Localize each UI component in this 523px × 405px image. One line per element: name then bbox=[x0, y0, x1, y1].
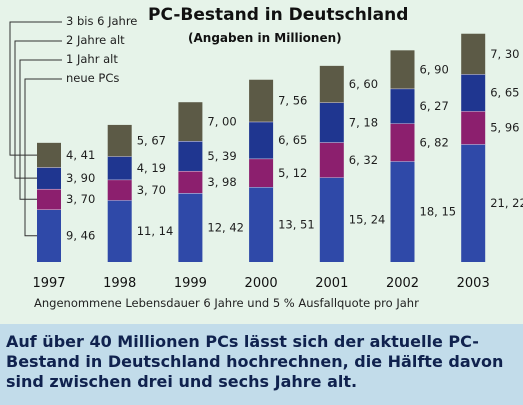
data-label: 7, 30 bbox=[490, 47, 519, 61]
x-tick-label: 2001 bbox=[315, 276, 348, 291]
data-label: 6, 65 bbox=[490, 86, 519, 100]
bar-segment-2003-1 bbox=[461, 144, 486, 262]
bar-segment-2003-4 bbox=[461, 33, 486, 75]
data-label: 4, 41 bbox=[66, 148, 95, 162]
caption-text: Auf über 40 Millionen PCs lässt sich der… bbox=[6, 332, 504, 391]
data-label: 5, 12 bbox=[278, 166, 307, 180]
chart-title: PC-Bestand in Deutschland bbox=[148, 5, 409, 25]
data-label: 6, 32 bbox=[349, 153, 378, 167]
bar-segment-2000-2 bbox=[249, 158, 274, 188]
legend-leader-line bbox=[9, 21, 62, 156]
bar-segment-2001-2 bbox=[319, 142, 344, 178]
bar-segment-2000-1 bbox=[249, 187, 274, 262]
bar-segment-2001-3 bbox=[319, 102, 344, 143]
data-label: 21, 22 bbox=[490, 196, 523, 210]
legend-leader-line bbox=[19, 59, 62, 200]
data-label: 6, 90 bbox=[420, 62, 449, 76]
bar-segment-1998-3 bbox=[107, 156, 132, 180]
data-label: 3, 90 bbox=[66, 171, 95, 185]
data-label: 12, 42 bbox=[207, 221, 244, 235]
x-tick-label: 2000 bbox=[245, 276, 278, 291]
bar-segment-1997-4 bbox=[37, 142, 61, 168]
x-tick-label: 1999 bbox=[174, 276, 207, 291]
data-label: 3, 70 bbox=[137, 183, 166, 197]
bar-segment-2002-2 bbox=[390, 123, 415, 162]
data-label: 13, 51 bbox=[278, 218, 315, 232]
bar-segment-2000-4 bbox=[249, 79, 274, 122]
bar-segment-1997-1 bbox=[37, 209, 61, 262]
data-label: 15, 24 bbox=[349, 213, 386, 227]
data-label: 4, 19 bbox=[137, 161, 166, 175]
legend-label-1-jahr-alt: 1 Jahr alt bbox=[66, 52, 118, 66]
data-label: 6, 60 bbox=[349, 77, 378, 91]
bar-segment-2002-3 bbox=[390, 88, 415, 124]
bar-segment-1999-1 bbox=[178, 193, 203, 262]
data-label: 7, 56 bbox=[278, 94, 307, 108]
data-label: 9, 46 bbox=[66, 229, 95, 243]
data-label: 18, 15 bbox=[420, 205, 457, 219]
legend-label-neue-pcs: neue PCs bbox=[66, 71, 120, 85]
legend-leader-line bbox=[24, 78, 62, 237]
x-tick-label: 2002 bbox=[386, 276, 419, 291]
legend-label-3-bis-6-jahre: 3 bis 6 Jahre bbox=[66, 14, 138, 28]
bar-segment-2003-3 bbox=[461, 74, 486, 112]
bar-segment-1997-2 bbox=[37, 188, 61, 210]
data-label: 6, 82 bbox=[420, 135, 449, 149]
chart-subtitle: (Angaben in Millionen) bbox=[188, 31, 342, 45]
data-label: 6, 65 bbox=[278, 133, 307, 147]
data-label: 6, 27 bbox=[420, 99, 449, 113]
bar-segment-1998-1 bbox=[107, 200, 132, 262]
data-label: 3, 98 bbox=[207, 175, 236, 189]
data-label: 11, 14 bbox=[137, 224, 174, 238]
bar-segment-2000-3 bbox=[249, 121, 274, 159]
legend-leader-line bbox=[14, 40, 62, 179]
bar-segment-1999-4 bbox=[178, 102, 203, 142]
bar-segment-1999-3 bbox=[178, 141, 203, 171]
data-label: 5, 39 bbox=[207, 149, 236, 163]
chart-footnote: Angenommene Lebensdauer 6 Jahre und 5 % … bbox=[34, 296, 419, 310]
bar-segment-2002-4 bbox=[390, 50, 415, 89]
data-label: 7, 00 bbox=[207, 115, 236, 129]
stacked-bar-chart: 9, 46 3, 70 3, 90 4, 41 1997 11, 14 3, 70 4, 19… bbox=[9, 21, 523, 291]
bar-segment-1997-3 bbox=[37, 167, 61, 189]
x-tick-label: 1997 bbox=[32, 276, 65, 291]
data-label: 7, 18 bbox=[349, 115, 378, 129]
data-label: 3, 70 bbox=[66, 192, 95, 206]
data-label: 5, 96 bbox=[490, 121, 519, 135]
bar-segment-2003-2 bbox=[461, 111, 486, 145]
bar-segment-1998-2 bbox=[107, 179, 132, 201]
data-label: 5, 67 bbox=[137, 134, 166, 148]
x-tick-label: 1998 bbox=[103, 276, 136, 291]
legend-label-2-jahre-alt: 2 Jahre alt bbox=[66, 33, 125, 47]
x-tick-label: 2003 bbox=[457, 276, 490, 291]
bar-segment-1998-4 bbox=[107, 124, 132, 157]
chart-legend: 3 bis 6 Jahre 2 Jahre alt 1 Jahr alt neu… bbox=[0, 0, 160, 240]
bar-segment-2002-1 bbox=[390, 161, 415, 262]
chart-figure: PC-Bestand in Deutschland (Angaben in Mi… bbox=[0, 0, 523, 324]
bar-segment-2001-1 bbox=[319, 177, 344, 262]
bar-segment-2001-4 bbox=[319, 65, 344, 103]
bar-segment-1999-2 bbox=[178, 170, 203, 194]
